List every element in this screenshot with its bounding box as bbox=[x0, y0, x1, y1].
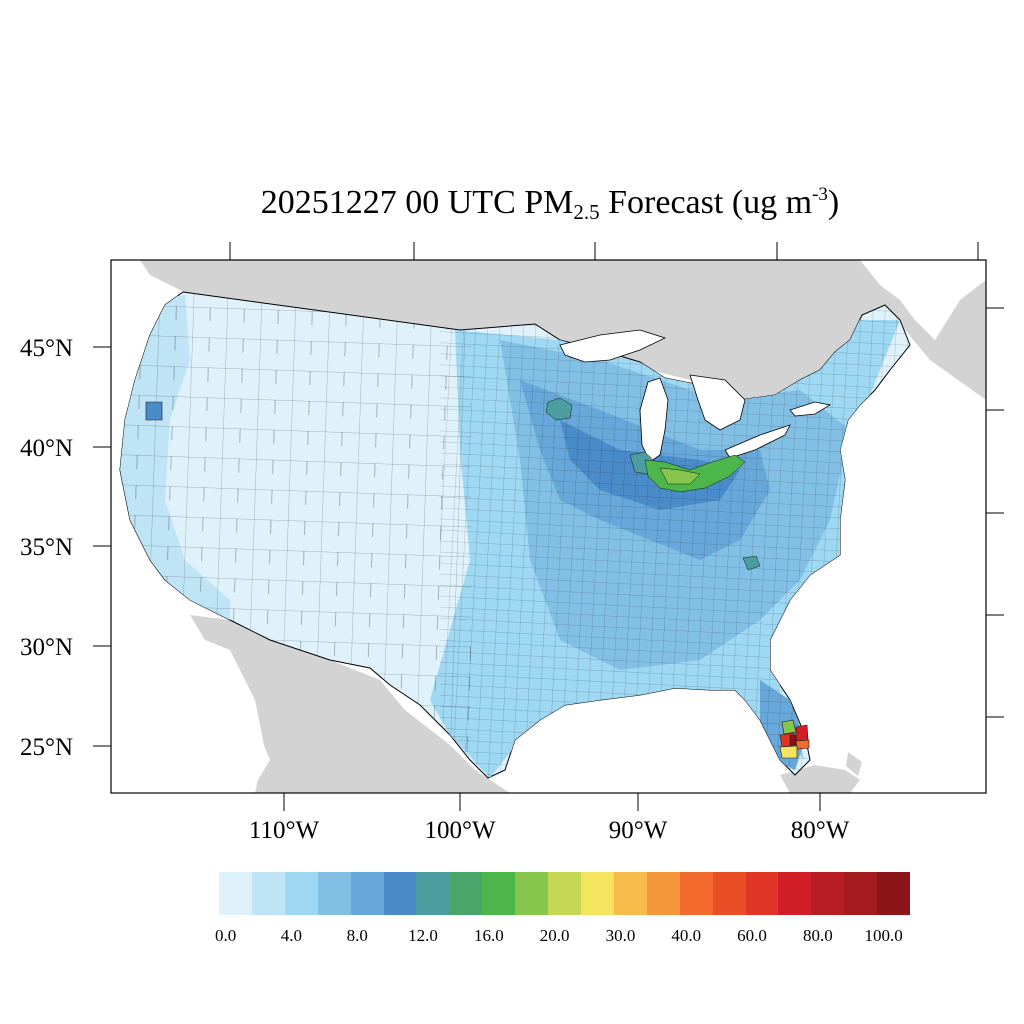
colorbar-tick-label: 20.0 bbox=[539, 926, 570, 945]
colorbar-tick-label: 16.0 bbox=[473, 926, 504, 945]
mexico-landmass bbox=[190, 615, 510, 793]
bottom-ticks bbox=[283, 793, 821, 811]
lon-label: 110°W bbox=[249, 817, 320, 844]
colorbar-swatch bbox=[251, 872, 285, 915]
colorbar-swatch bbox=[449, 872, 483, 915]
title-suffix: ) bbox=[827, 184, 840, 221]
right-ticks bbox=[986, 307, 1004, 718]
colorbar-tick-label: 8.0 bbox=[346, 926, 368, 945]
colorbar-swatch bbox=[646, 872, 680, 915]
lon-label: 90°W bbox=[609, 817, 668, 844]
colorbar-swatch bbox=[712, 872, 746, 915]
colorbar-swatch bbox=[811, 872, 845, 915]
gulf-of-california bbox=[205, 640, 265, 793]
lon-label: 100°W bbox=[424, 817, 495, 844]
colorbar-swatch bbox=[416, 872, 450, 915]
colorbar-swatch bbox=[613, 872, 647, 915]
map-frame-content bbox=[111, 260, 986, 793]
colorbar-swatch bbox=[877, 872, 911, 915]
colorbar-labels: 0.0 4.0 8.0 12.0 16.0 20.0 30.0 40.0 60.0 80.0 100… bbox=[0, 926, 1024, 952]
map-frame bbox=[110, 259, 987, 794]
colorbar-swatch bbox=[580, 872, 614, 915]
fl-cell-red-east bbox=[795, 724, 809, 742]
lat-label: 45°N bbox=[20, 335, 73, 362]
lake-ontario bbox=[789, 401, 832, 417]
colorbar-tick-label: 30.0 bbox=[605, 926, 636, 945]
colorbar-swatch bbox=[679, 872, 713, 915]
indiana-ohio-core bbox=[659, 467, 701, 485]
lat-label: 35°N bbox=[20, 534, 73, 561]
lat-label: 40°N bbox=[20, 435, 73, 462]
colorbar bbox=[219, 872, 911, 915]
colorbar-swatch bbox=[482, 872, 516, 915]
lat-label: 25°N bbox=[20, 734, 73, 761]
colorbar-swatch bbox=[778, 872, 812, 915]
lake-huron bbox=[689, 374, 746, 431]
minneapolis-hotspot bbox=[545, 397, 573, 421]
atlanta-hotspot bbox=[742, 555, 761, 571]
colorbar-swatch bbox=[317, 872, 351, 915]
top-ticks bbox=[229, 242, 979, 260]
colorbar-swatch bbox=[383, 872, 417, 915]
colorbar-tick-label: 80.0 bbox=[802, 926, 833, 945]
title-middle: Forecast (ug m bbox=[599, 184, 813, 221]
colorbar-tick-label: 40.0 bbox=[671, 926, 702, 945]
colorbar-tick-label: 100.0 bbox=[864, 926, 903, 945]
colorbar-swatch bbox=[219, 872, 252, 915]
colorbar-swatch bbox=[515, 872, 549, 915]
lat-label: 30°N bbox=[20, 634, 73, 661]
colorbar-swatch bbox=[350, 872, 384, 915]
left-ticks bbox=[93, 346, 111, 747]
fl-cell-darkred bbox=[789, 734, 797, 746]
bahamas-landmass bbox=[846, 752, 862, 776]
colorbar-tick-label: 60.0 bbox=[737, 926, 767, 945]
map-title: 20251227 00 UTC PM2.5 Forecast (ug m-3) bbox=[0, 184, 1024, 225]
title-prefix: 20251227 00 UTC PM bbox=[260, 184, 574, 221]
title-superscript: -3 bbox=[812, 184, 828, 205]
colorbar-swatch bbox=[745, 872, 779, 915]
colorbar-swatch bbox=[844, 872, 878, 915]
title-subscript: 2.5 bbox=[573, 200, 600, 224]
colorbar-tick-label: 12.0 bbox=[408, 926, 438, 945]
south-florida-hotspot bbox=[779, 719, 810, 759]
fl-cell-yellow bbox=[779, 745, 798, 759]
colorbar-swatch bbox=[284, 872, 318, 915]
lake-michigan bbox=[639, 377, 669, 463]
colorbar-tick-label: 4.0 bbox=[280, 926, 302, 945]
lake-superior bbox=[559, 329, 667, 363]
oregon-hotspot bbox=[145, 401, 163, 421]
colorbar-swatch bbox=[548, 872, 581, 915]
lon-label: 80°W bbox=[791, 817, 850, 844]
colorbar-tick-label: 0.0 bbox=[214, 926, 237, 945]
canada-landmass bbox=[140, 260, 986, 420]
fl-cell-orange bbox=[795, 739, 810, 750]
cuba-landmass bbox=[780, 765, 860, 793]
